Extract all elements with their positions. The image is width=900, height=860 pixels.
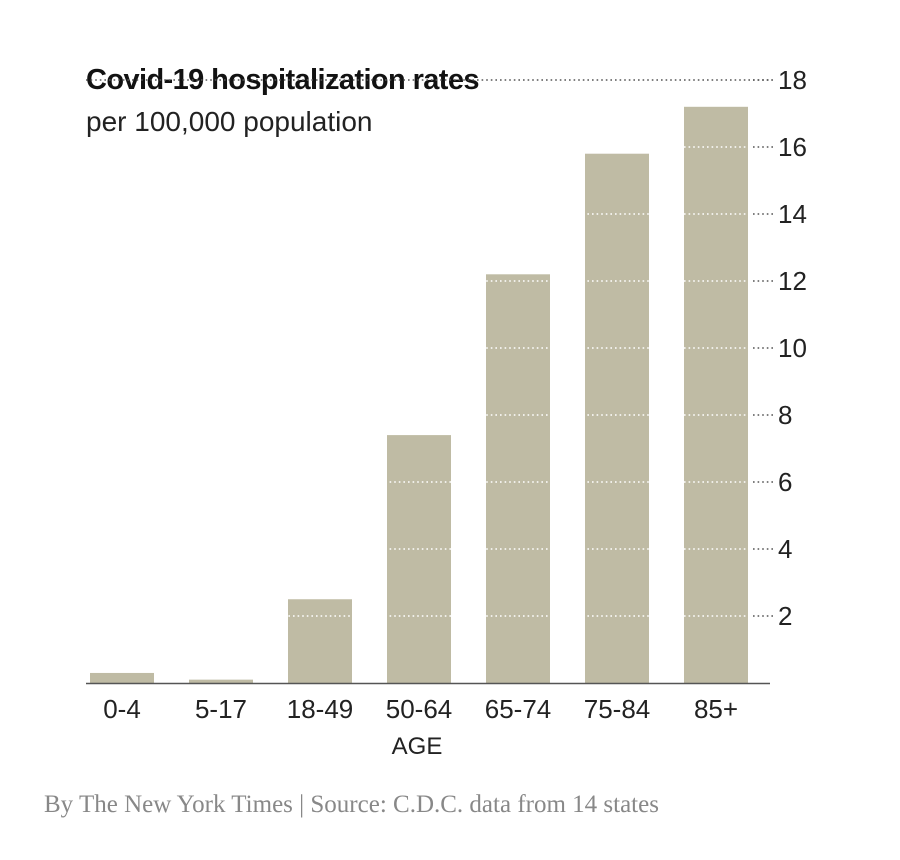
y-tick-label: 2 (778, 601, 792, 631)
bar-85+ (684, 106, 748, 684)
y-tick-label: 14 (778, 199, 807, 229)
x-axis-title: AGE (392, 733, 443, 760)
chart-subtitle: per 100,000 population (86, 106, 373, 137)
y-tick-label: 4 (778, 534, 792, 564)
x-tick-label: 0-4 (103, 694, 141, 724)
y-tick-label: 16 (778, 132, 807, 162)
bar-50-64 (387, 435, 451, 683)
bar-18-49 (288, 599, 352, 683)
x-tick-label: 50-64 (386, 694, 453, 724)
x-tick-label: 5-17 (195, 694, 247, 724)
bar-75-84 (585, 153, 649, 683)
y-tick-label: 8 (778, 400, 792, 430)
bar-5-17 (189, 679, 253, 683)
bar-0-4 (90, 672, 154, 683)
y-tick-label: 12 (778, 266, 807, 296)
x-tick-label: 65-74 (485, 694, 552, 724)
y-tick-label: 18 (778, 65, 807, 95)
x-tick-label: 75-84 (584, 694, 651, 724)
source-credit: By The New York Times | Source: C.D.C. d… (44, 791, 659, 818)
bar-65-74 (486, 274, 550, 683)
y-tick-label: 6 (778, 467, 792, 497)
y-tick-label: 10 (778, 333, 807, 363)
x-tick-label: 85+ (694, 694, 738, 724)
x-tick-label: 18-49 (287, 694, 354, 724)
